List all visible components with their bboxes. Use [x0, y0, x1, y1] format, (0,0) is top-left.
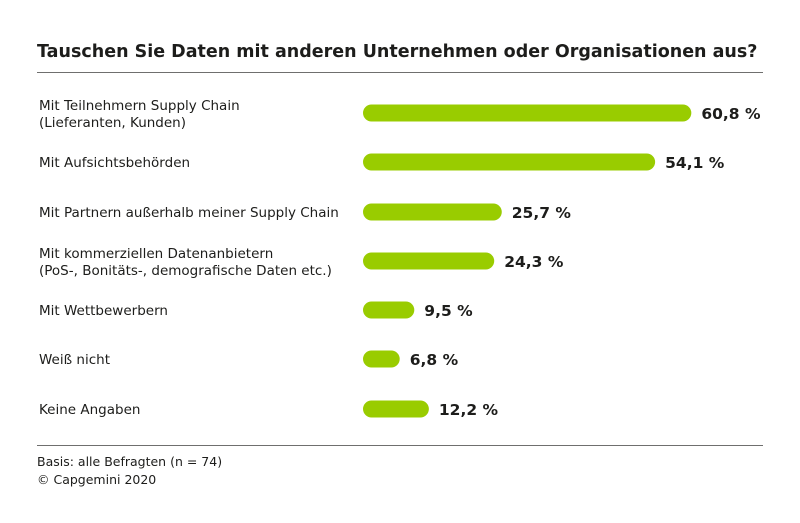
- value-label: 12,2 %: [439, 401, 499, 419]
- category-label: Mit Aufsichtsbehörden: [39, 155, 190, 171]
- bar: [363, 350, 400, 368]
- base-footnote: Basis: alle Befragten (n = 74): [37, 454, 223, 469]
- category-label: Mit kommerziellen Datenanbietern (PoS-, B…: [39, 246, 332, 279]
- bar: [363, 104, 692, 122]
- footer-divider: [37, 445, 763, 446]
- category-label: Keine Angaben: [39, 402, 140, 418]
- value-label: 6,8 %: [410, 351, 459, 369]
- value-label: 9,5 %: [424, 302, 473, 320]
- bar: [363, 400, 429, 418]
- value-label: 24,3 %: [504, 253, 564, 271]
- chart-title: Tauschen Sie Daten mit anderen Unternehm…: [37, 42, 758, 62]
- bar: [363, 153, 656, 171]
- title-divider: [37, 72, 763, 73]
- bar: [363, 301, 415, 319]
- bar: [363, 203, 502, 221]
- bar: [363, 252, 495, 270]
- category-label: Mit Wettbewerbern: [39, 303, 168, 319]
- value-label: 25,7 %: [512, 204, 572, 222]
- category-label: Weiß nicht: [39, 352, 110, 368]
- value-label: 54,1 %: [665, 154, 725, 172]
- copyright-note: © Capgemini 2020: [37, 472, 157, 487]
- value-label: 60,8 %: [701, 105, 761, 123]
- category-label: Mit Partnern außerhalb meiner Supply Cha…: [39, 205, 339, 221]
- category-label: Mit Teilnehmern Supply Chain (Lieferanten…: [39, 98, 240, 131]
